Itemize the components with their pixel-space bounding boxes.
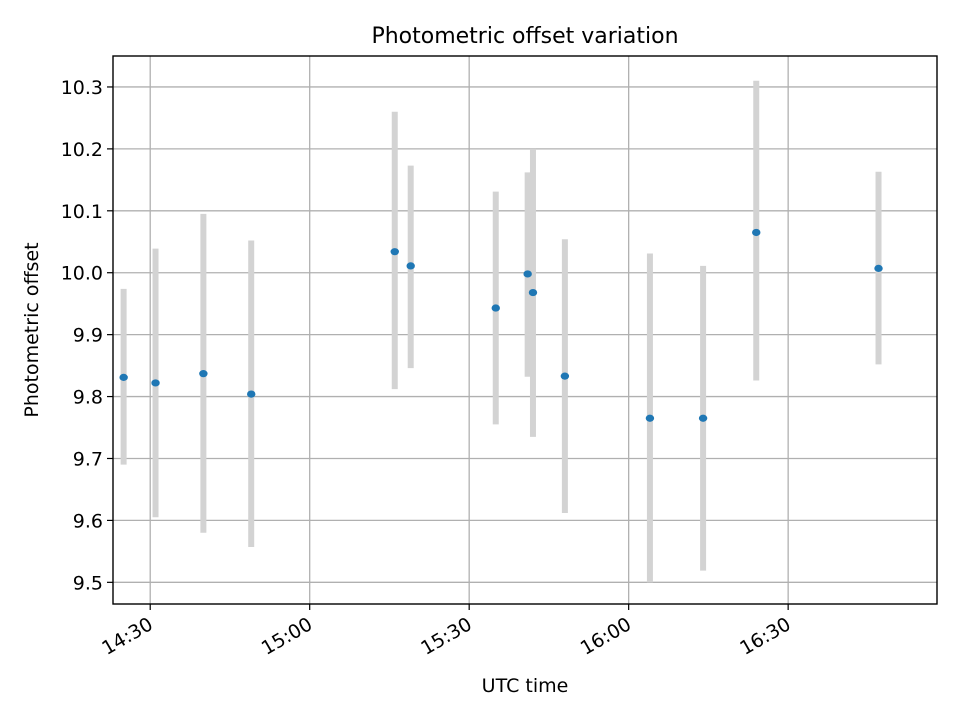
data-point bbox=[560, 372, 570, 380]
data-point bbox=[752, 228, 761, 237]
y-tick-label: 9.9 bbox=[73, 325, 103, 347]
data-point bbox=[199, 370, 208, 378]
y-tick-label: 10.0 bbox=[61, 263, 103, 285]
data-point bbox=[390, 248, 399, 256]
y-tick-label: 9.5 bbox=[73, 572, 103, 594]
data-point bbox=[874, 264, 883, 272]
chart-title: Photometric offset variation bbox=[371, 24, 678, 49]
data-point bbox=[151, 379, 160, 387]
plot-frame bbox=[112, 55, 938, 605]
y-tick-label: 9.6 bbox=[73, 510, 103, 532]
y-tick-label: 10.3 bbox=[61, 77, 103, 99]
y-ticks: 9.5 9.6 9.7 9.8 9.9 10.0 10.1 10.2 10.3 bbox=[61, 77, 113, 594]
data-point bbox=[119, 373, 128, 381]
data-point bbox=[645, 414, 655, 422]
data-point bbox=[247, 390, 256, 398]
y-tick-label: 9.7 bbox=[73, 448, 103, 470]
markers bbox=[119, 228, 883, 422]
data-point bbox=[528, 288, 538, 297]
data-point bbox=[698, 414, 708, 422]
y-axis-label: Photometric offset bbox=[21, 242, 43, 417]
y-tick-label: 10.1 bbox=[61, 201, 103, 223]
y-tick-label: 10.2 bbox=[61, 139, 103, 161]
y-tick-label: 9.8 bbox=[73, 387, 103, 409]
data-point bbox=[406, 262, 415, 270]
data-point bbox=[491, 304, 500, 312]
data-point bbox=[523, 270, 532, 278]
x-axis-label: UTC time bbox=[482, 675, 569, 697]
